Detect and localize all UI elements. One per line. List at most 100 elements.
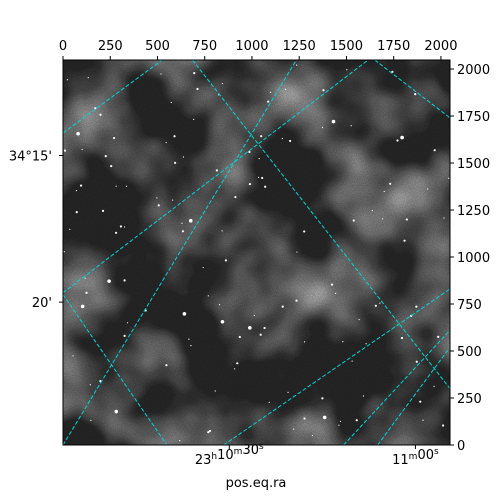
- star: [383, 190, 385, 193]
- star: [101, 209, 105, 213]
- star: [66, 79, 69, 81]
- star: [87, 77, 89, 79]
- star: [346, 69, 348, 71]
- grid-line-2: [223, 288, 450, 445]
- star: [126, 322, 129, 324]
- bottom-tick-label: 23h10m30s: [195, 442, 264, 468]
- star: [224, 259, 227, 262]
- star: [76, 131, 80, 136]
- star: [321, 126, 324, 129]
- grid-line-1: [63, 60, 369, 294]
- star: [214, 390, 216, 392]
- star: [63, 149, 67, 152]
- right-tick-label: 2000: [457, 63, 490, 78]
- top-tick-label: 500: [145, 39, 170, 54]
- star: [72, 355, 74, 357]
- star: [215, 169, 218, 172]
- star: [188, 338, 190, 340]
- grid-line-3: [63, 60, 297, 445]
- top-tick-label: 0: [59, 39, 67, 54]
- star: [355, 419, 358, 422]
- star: [263, 326, 266, 330]
- star: [207, 431, 210, 434]
- star: [75, 190, 78, 192]
- star: [173, 161, 177, 164]
- star: [221, 82, 224, 85]
- star: [414, 93, 417, 96]
- star: [80, 304, 85, 309]
- star: [99, 113, 102, 116]
- star: [165, 141, 167, 144]
- grid-line-6: [63, 294, 168, 445]
- top-pixel-axis: 0 250 500 750 1000 1250 1500 1750 2000: [59, 39, 457, 60]
- star: [110, 165, 113, 168]
- star: [448, 177, 450, 179]
- star: [415, 305, 418, 308]
- star: [248, 150, 251, 154]
- grid-line-0: [63, 60, 163, 134]
- top-tick-label: 1750: [377, 39, 410, 54]
- right-tick-label: 1750: [457, 110, 490, 125]
- star: [335, 292, 337, 294]
- star: [258, 158, 260, 160]
- star: [193, 118, 195, 120]
- star: [288, 139, 292, 143]
- right-tick-label: 1000: [457, 251, 490, 266]
- star: [236, 362, 239, 365]
- star: [81, 148, 83, 151]
- star: [75, 211, 78, 214]
- star: [115, 185, 117, 187]
- top-tick-label: 1500: [330, 39, 363, 54]
- star: [352, 219, 355, 222]
- star: [188, 218, 193, 223]
- star: [248, 326, 252, 330]
- star: [322, 415, 327, 420]
- star: [69, 228, 71, 230]
- image-grain: [63, 60, 450, 445]
- star: [321, 397, 324, 400]
- star: [351, 360, 353, 362]
- star: [112, 136, 116, 140]
- star: [350, 125, 352, 127]
- star: [433, 385, 435, 387]
- star: [123, 279, 126, 282]
- star: [173, 135, 176, 138]
- star: [196, 87, 199, 91]
- star: [382, 218, 384, 220]
- star: [400, 135, 404, 140]
- star: [218, 304, 221, 306]
- star: [160, 73, 162, 75]
- top-tick-label: 2000: [424, 39, 457, 54]
- star: [379, 302, 381, 304]
- star: [104, 155, 107, 158]
- star: [400, 336, 404, 340]
- star: [269, 91, 272, 93]
- star: [119, 225, 123, 228]
- star: [90, 419, 92, 422]
- star: [422, 419, 424, 421]
- right-tick-label: 0: [457, 439, 465, 454]
- top-tick-label: 250: [98, 39, 123, 54]
- star: [303, 341, 306, 343]
- star: [202, 266, 204, 269]
- star: [157, 204, 160, 207]
- star: [415, 360, 418, 363]
- star: [181, 230, 185, 233]
- x-axis-title: pos.eq.ra: [226, 476, 287, 491]
- star: [362, 395, 365, 397]
- star: [433, 149, 436, 152]
- right-tick-label: 750: [457, 298, 482, 313]
- star: [114, 231, 118, 234]
- star: [303, 230, 306, 233]
- star: [165, 364, 168, 367]
- star: [296, 64, 298, 66]
- star: [259, 333, 262, 336]
- star: [296, 251, 298, 253]
- star: [179, 440, 181, 442]
- star: [419, 400, 422, 403]
- star: [338, 424, 340, 426]
- star: [330, 283, 334, 286]
- star: [442, 424, 445, 427]
- left-tick-label: 34°15': [9, 149, 52, 164]
- star: [234, 195, 237, 199]
